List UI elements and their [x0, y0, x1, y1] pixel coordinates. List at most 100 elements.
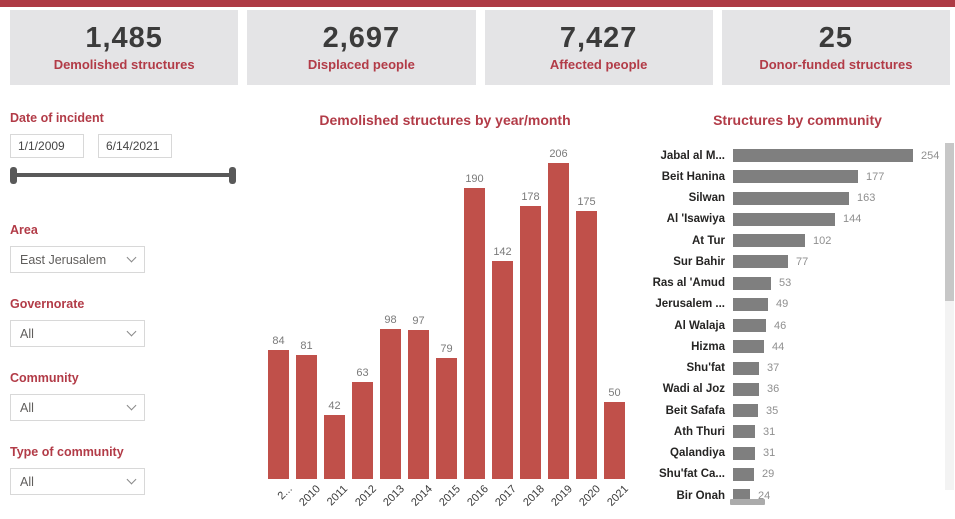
type-of-community-filter-heading: Type of community — [10, 445, 124, 459]
x-axis-tick: 2020 — [576, 479, 603, 511]
community-bar[interactable] — [733, 467, 754, 481]
community-value-label: 77 — [796, 255, 809, 268]
column-bar[interactable] — [352, 382, 373, 479]
community-row: Wadi al Joz 36 — [640, 382, 955, 396]
x-axis-tick: 2021 — [604, 479, 631, 511]
community-bar[interactable] — [733, 191, 849, 205]
column-bar[interactable] — [464, 188, 485, 479]
column-2015[interactable]: 79 — [436, 343, 457, 479]
community-row: Al 'Isawiya 144 — [640, 212, 955, 226]
community-bar[interactable] — [733, 234, 805, 247]
area-dropdown[interactable]: East Jerusalem — [10, 246, 145, 273]
community-row: Hizma 44 — [640, 340, 955, 354]
column-2011[interactable]: 42 — [324, 400, 345, 479]
kpi-label: Affected people — [549, 57, 648, 73]
vertical-scrollbar-thumb[interactable] — [945, 143, 954, 301]
community-row: Bir Onah 24 — [640, 489, 955, 502]
x-axis-tick: 2010 — [296, 479, 323, 511]
column-bar[interactable] — [492, 261, 513, 479]
community-value-label: 254 — [921, 149, 940, 162]
filter-panel: Date of incident Area East Jerusalem Gov… — [0, 85, 250, 519]
community-label: Al 'Isawiya — [666, 213, 725, 226]
community-label: Hizma — [691, 340, 725, 353]
community-row: Jerusalem ... 49 — [640, 297, 955, 311]
column-2014[interactable]: 97 — [408, 315, 429, 479]
community-label: Shu'fat — [686, 362, 725, 374]
x-axis-tick-label: 2020 — [576, 483, 603, 509]
community-bar[interactable] — [733, 170, 858, 184]
community-dropdown-value: All — [20, 400, 34, 415]
type-of-community-dropdown[interactable]: All — [10, 468, 145, 495]
community-label: Jabal al M... — [660, 149, 725, 162]
community-value-label: 24 — [758, 489, 771, 502]
community-label: Qalandiya — [670, 447, 725, 459]
x-axis-tick-label: 2010 — [296, 483, 323, 509]
column-bar[interactable] — [324, 415, 345, 479]
community-bar[interactable] — [733, 149, 913, 162]
community-bar[interactable] — [733, 319, 766, 332]
community-bar[interactable] — [733, 255, 788, 269]
column-bar[interactable] — [408, 330, 429, 479]
column-bar[interactable] — [268, 350, 289, 479]
column-2021[interactable]: 50 — [604, 387, 625, 479]
community-chart: Structures by community Jabal al M... 254… — [640, 85, 955, 519]
community-label: Al Walaja — [674, 319, 725, 332]
column-2018[interactable]: 178 — [520, 191, 541, 479]
type-of-community-dropdown-value: All — [20, 474, 34, 489]
community-bar[interactable] — [733, 404, 758, 417]
date-end-input[interactable] — [98, 134, 172, 158]
governorate-dropdown[interactable]: All — [10, 320, 145, 347]
vertical-scrollbar[interactable] — [945, 143, 954, 490]
community-label: Beit Hanina — [661, 170, 725, 183]
date-range-slider[interactable] — [10, 167, 236, 184]
community-label: Shu'fat Ca... — [659, 468, 725, 481]
community-value-label: 31 — [763, 425, 776, 438]
column-2013[interactable]: 98 — [380, 314, 401, 479]
column-2012[interactable]: 63 — [352, 367, 373, 479]
community-bar[interactable] — [733, 212, 835, 226]
column-value-label: 142 — [493, 246, 512, 258]
community-bar[interactable] — [733, 276, 771, 290]
community-chart-rows: Jabal al M... 254 Beit Hanina 177 Silwan 163 A… — [640, 149, 955, 502]
column-bar[interactable] — [604, 402, 625, 479]
column-bar[interactable] — [380, 329, 401, 479]
community-bar[interactable] — [733, 361, 759, 375]
main-content: Date of incident Area East Jerusalem Gov… — [0, 85, 955, 519]
x-axis-tick: 2019 — [548, 479, 575, 511]
community-dropdown[interactable]: All — [10, 394, 145, 421]
community-row: At Tur 102 — [640, 234, 955, 247]
kpi-label: Demolished structures — [53, 57, 195, 73]
date-start-input[interactable] — [10, 134, 84, 158]
column-bar[interactable] — [436, 358, 457, 479]
slider-track[interactable] — [12, 173, 234, 177]
column-2010[interactable]: 81 — [296, 340, 317, 479]
column-bar[interactable] — [576, 211, 597, 479]
column-bar[interactable] — [548, 163, 569, 479]
kpi-value: 1,485 — [85, 21, 163, 54]
community-row: Ras al 'Amud 53 — [640, 276, 955, 290]
column-value-label: 190 — [465, 173, 484, 185]
column-2020[interactable]: 175 — [576, 196, 597, 479]
column-bar[interactable] — [296, 355, 317, 479]
column-2017[interactable]: 142 — [492, 246, 513, 479]
community-bar[interactable] — [733, 382, 759, 396]
slider-handle-end[interactable] — [229, 167, 236, 184]
community-label: Beit Safafa — [665, 404, 725, 417]
horizontal-scrollbar-thumb[interactable] — [730, 499, 765, 505]
column-2016[interactable]: 190 — [464, 173, 485, 479]
community-bar[interactable] — [733, 489, 750, 502]
community-bar[interactable] — [733, 340, 764, 354]
column-2019[interactable]: 206 — [548, 148, 569, 479]
x-axis-tick-label: 2021 — [604, 483, 631, 509]
slider-handle-start[interactable] — [10, 167, 17, 184]
column-chart: Demolished structures by year/month 84 81… — [250, 85, 640, 519]
column-2...[interactable]: 84 — [268, 335, 289, 479]
community-bar[interactable] — [733, 446, 755, 460]
community-value-label: 102 — [813, 234, 832, 247]
area-filter: Area East Jerusalem — [10, 223, 250, 273]
column-bar[interactable] — [520, 206, 541, 479]
community-bar[interactable] — [733, 297, 768, 311]
community-bar[interactable] — [733, 425, 755, 439]
community-label: Silwan — [688, 192, 725, 204]
community-value-label: 163 — [857, 192, 876, 204]
